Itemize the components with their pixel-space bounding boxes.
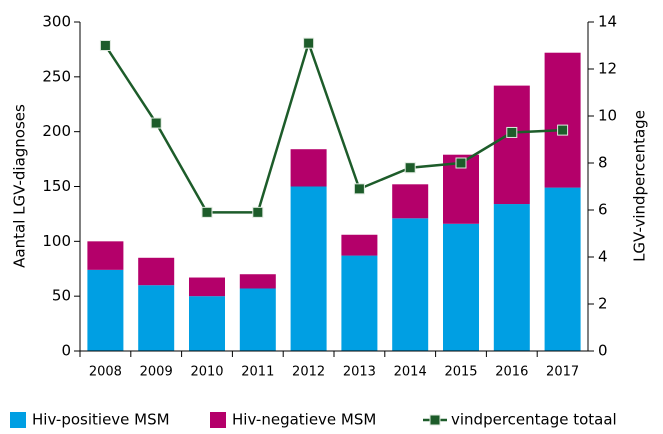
bar (392, 184, 429, 219)
y2-tick-label: 8 (598, 154, 608, 172)
x-tick-label: 2008 (89, 365, 122, 380)
bar (239, 288, 276, 351)
y-tick-label: 150 (42, 177, 71, 195)
bar (544, 187, 581, 351)
bar (239, 274, 276, 289)
legend-swatch (10, 412, 26, 428)
bar (87, 269, 124, 351)
line-marker (506, 126, 518, 138)
line-marker (303, 37, 315, 49)
y2-tick-label: 12 (598, 60, 617, 78)
bar (341, 234, 378, 256)
x-tick-label: 2013 (343, 365, 376, 380)
y2-axis-label: LGV-vindpercentage (631, 110, 649, 262)
bar (138, 285, 175, 351)
legend-label: vindpercentage totaal (451, 411, 617, 429)
line-marker (455, 157, 467, 169)
legend-label: Hiv-positieve MSM (32, 411, 170, 429)
y-tick-label: 300 (42, 13, 71, 31)
y-tick-label: 200 (42, 122, 71, 140)
y2-tick-label: 2 (598, 295, 608, 313)
line-marker (99, 40, 111, 51)
y2-tick-label: 0 (598, 342, 608, 360)
bar (544, 52, 581, 188)
bar (290, 186, 327, 351)
y2-tick-label: 4 (598, 248, 608, 266)
bar (341, 255, 378, 351)
y2-tick-label: 6 (598, 201, 608, 219)
line-marker (252, 206, 264, 218)
y-tick-label: 50 (52, 287, 71, 305)
x-tick-label: 2011 (241, 365, 274, 380)
y2-tick-label: 14 (598, 13, 617, 31)
x-tick-label: 2009 (140, 365, 173, 380)
y-tick-label: 0 (61, 342, 71, 360)
x-tick-label: 2017 (546, 365, 579, 380)
line-marker (353, 183, 365, 195)
bar (87, 241, 124, 270)
line-marker (557, 124, 569, 136)
y2-tick-label: 10 (598, 107, 617, 125)
line-marker (201, 206, 213, 218)
legend-label: Hiv-negatieve MSM (232, 411, 376, 429)
x-tick-label: 2015 (444, 365, 477, 380)
x-tick-label: 2012 (292, 365, 325, 380)
bar (392, 218, 429, 351)
y-axis-label: Aantal LGV-diagnoses (11, 104, 29, 268)
y-tick-label: 250 (42, 67, 71, 85)
line-marker (150, 117, 162, 129)
legend-swatch (210, 412, 226, 428)
x-tick-label: 2016 (495, 365, 528, 380)
bar (189, 277, 225, 297)
bar (189, 296, 225, 351)
bar (138, 257, 175, 286)
legend-marker (429, 414, 441, 426)
line (104, 39, 563, 214)
bar (443, 223, 479, 351)
y-tick-label: 100 (42, 232, 71, 250)
bar (493, 85, 530, 205)
x-tick-label: 2010 (190, 365, 223, 380)
line-marker (404, 162, 416, 174)
bar (493, 204, 530, 351)
bar (290, 149, 327, 187)
x-tick-label: 2014 (394, 365, 427, 380)
